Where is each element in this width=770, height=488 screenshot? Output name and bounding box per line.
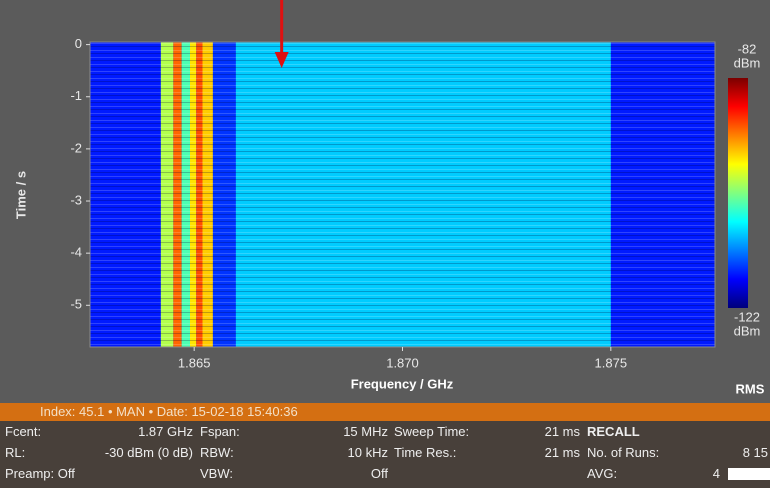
field-label: RECALL [587, 424, 640, 439]
field-value: -30 dBm (0 dB) [104, 445, 193, 460]
field-label: No. of Runs: [587, 445, 660, 460]
field-value: 4 [712, 466, 720, 481]
field-label: RBW: [200, 445, 234, 460]
index-bar: Index: 45.1 • MAN • Date: 15-02-18 15:40… [0, 403, 770, 421]
x-tick-label: 1.875 [595, 355, 628, 370]
field-value: 21 ms [544, 445, 580, 460]
y-axis-label: Time / s [13, 171, 28, 219]
colorbar [728, 78, 748, 308]
y-tick-label: -3 [70, 192, 82, 207]
y-tick-label: -4 [70, 245, 82, 260]
colorbar-tick-label: -82 [738, 41, 757, 56]
field-label: Fspan: [200, 424, 240, 439]
colorbar-tick-label: -122 [734, 309, 760, 324]
detector-label: RMS [736, 381, 765, 396]
status-panel: Fcent: 1.87 GHz RL: -30 dBm (0 dB) Preamp: O… [0, 421, 770, 488]
plot-area [89, 41, 716, 348]
field-value: 8 15 [742, 445, 768, 460]
x-tick-label: 1.865 [178, 355, 211, 370]
index-line: Index: 45.1 • MAN • Date: 15-02-18 15:40… [40, 404, 298, 419]
y-tick-label: 0 [75, 36, 82, 51]
field-value: 15 MHz [343, 424, 388, 439]
field-label: Time Res.: [394, 445, 457, 460]
colorbar-unit: dBm [734, 323, 761, 338]
annotation-arrowhead [274, 52, 289, 68]
field-value: 10 kHz [347, 445, 388, 460]
field-value: 1.87 GHz [138, 424, 193, 439]
field-label: AVG: [587, 466, 618, 481]
y-tick-label: -1 [70, 88, 82, 103]
field-label: RL: [5, 445, 26, 460]
field-label: Sweep Time: [394, 424, 470, 439]
x-tick-label: 1.870 [386, 355, 419, 370]
y-tick-label: -5 [70, 297, 82, 312]
colorbar-unit: dBm [734, 55, 761, 70]
field-label: Preamp: Off [5, 466, 75, 481]
x-axis-label: Frequency / GHz [351, 376, 454, 391]
texture [90, 42, 715, 347]
avg-bar [728, 468, 770, 480]
y-tick-label: -2 [70, 140, 82, 155]
field-value: Off [370, 466, 388, 481]
chart: Time / s Frequency / GHz RMS dBm dBm 0 -1… [13, 0, 765, 396]
field-label: VBW: [200, 466, 233, 481]
field-label: Fcent: [5, 424, 42, 439]
field-value: 21 ms [544, 424, 580, 439]
